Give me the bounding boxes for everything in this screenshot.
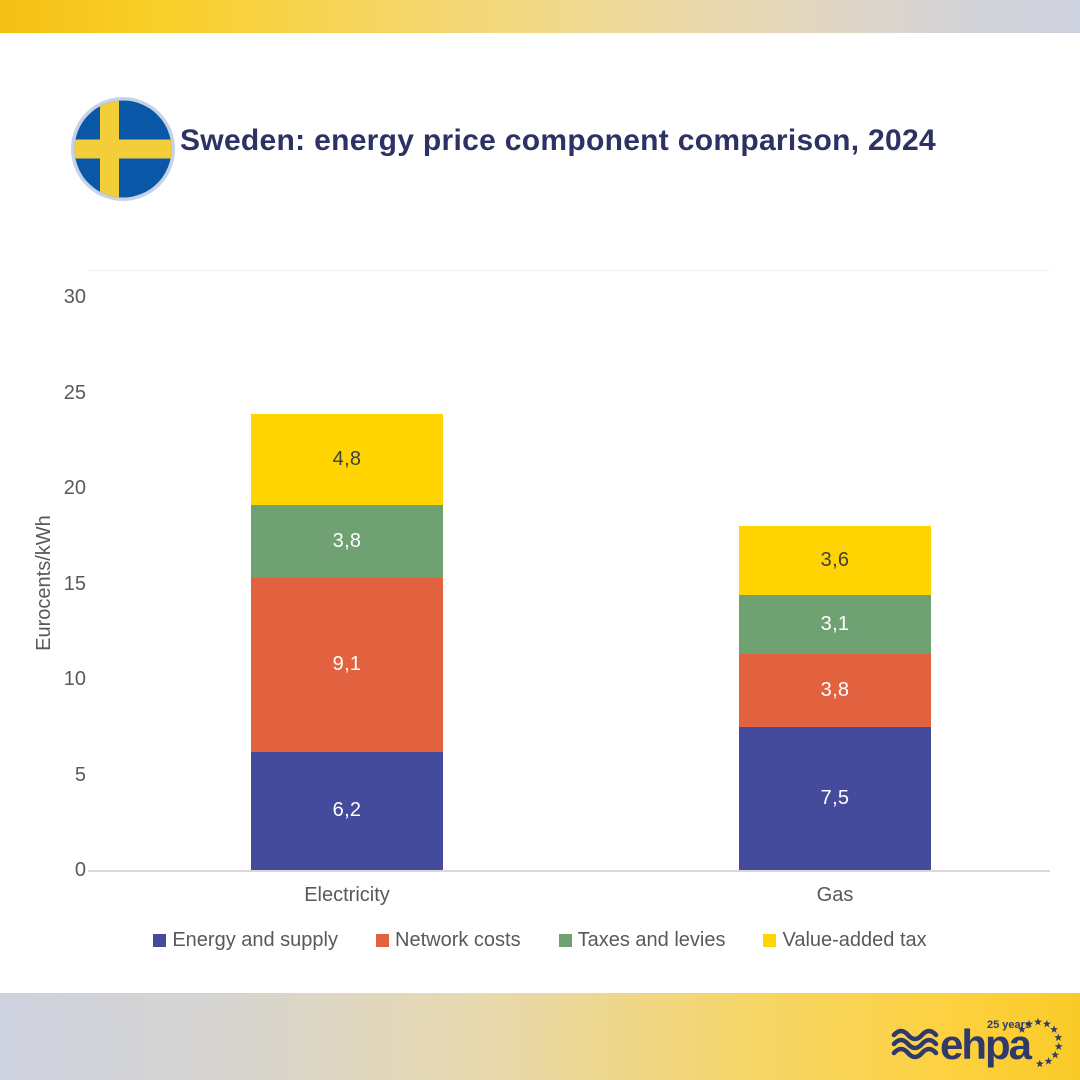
legend-item-3: Value-added tax	[763, 928, 927, 952]
sweden-flag-icon	[71, 97, 175, 201]
legend-label: Value-added tax	[782, 928, 927, 951]
x-axis-line	[88, 870, 1050, 872]
ehpa-logo: ehpa 25 years	[891, 1017, 1063, 1068]
bar-segment-gas-3: 3,6	[739, 526, 931, 595]
waves-icon	[891, 1028, 939, 1060]
x-category-label-gas: Gas	[816, 884, 854, 906]
top-gradient-bar	[0, 0, 1080, 33]
legend-item-2: Taxes and levies	[558, 928, 726, 952]
bottom-gradient-band	[0, 993, 1080, 1080]
logo-tagline: 25 years	[987, 1019, 1031, 1031]
bar-segment-gas-1: 3,8	[739, 654, 931, 727]
y-tick-30: 30	[63, 286, 86, 308]
legend-label: Energy and supply	[172, 928, 338, 951]
chart-title: Sweden: energy price component compariso…	[180, 124, 936, 157]
chart-legend: Energy and supply Network costs Taxes and …	[0, 927, 1080, 953]
bar-segment-electricity-1: 9,1	[251, 577, 443, 752]
y-tick-10: 10	[63, 668, 86, 690]
legend-item-1: Network costs	[376, 929, 521, 952]
legend-swatch-icon	[763, 933, 777, 947]
plot-top-border	[88, 270, 1050, 271]
x-category-label-electricity: Electricity	[304, 884, 390, 906]
bar-segment-gas-0: 7,5	[739, 726, 931, 870]
legend-swatch-icon	[153, 933, 167, 947]
bar-segment-gas-2: 3,1	[739, 594, 931, 655]
y-tick-15: 15	[63, 572, 86, 595]
legend-swatch-icon	[376, 933, 389, 947]
legend-swatch-icon	[558, 933, 572, 947]
bar-segment-electricity-3: 4,8	[251, 413, 443, 506]
y-tick-5: 5	[74, 763, 86, 786]
legend-label: Taxes and levies	[577, 928, 726, 951]
legend-item-0: Energy and supply	[153, 929, 338, 952]
bar-segment-electricity-0: 6,2	[251, 751, 443, 870]
bar-segment-electricity-2: 3,8	[251, 505, 443, 578]
legend-label: Network costs	[395, 928, 521, 951]
y-tick-0: 0	[74, 859, 86, 881]
y-tick-25: 25	[63, 381, 86, 404]
y-tick-20: 20	[63, 477, 86, 499]
